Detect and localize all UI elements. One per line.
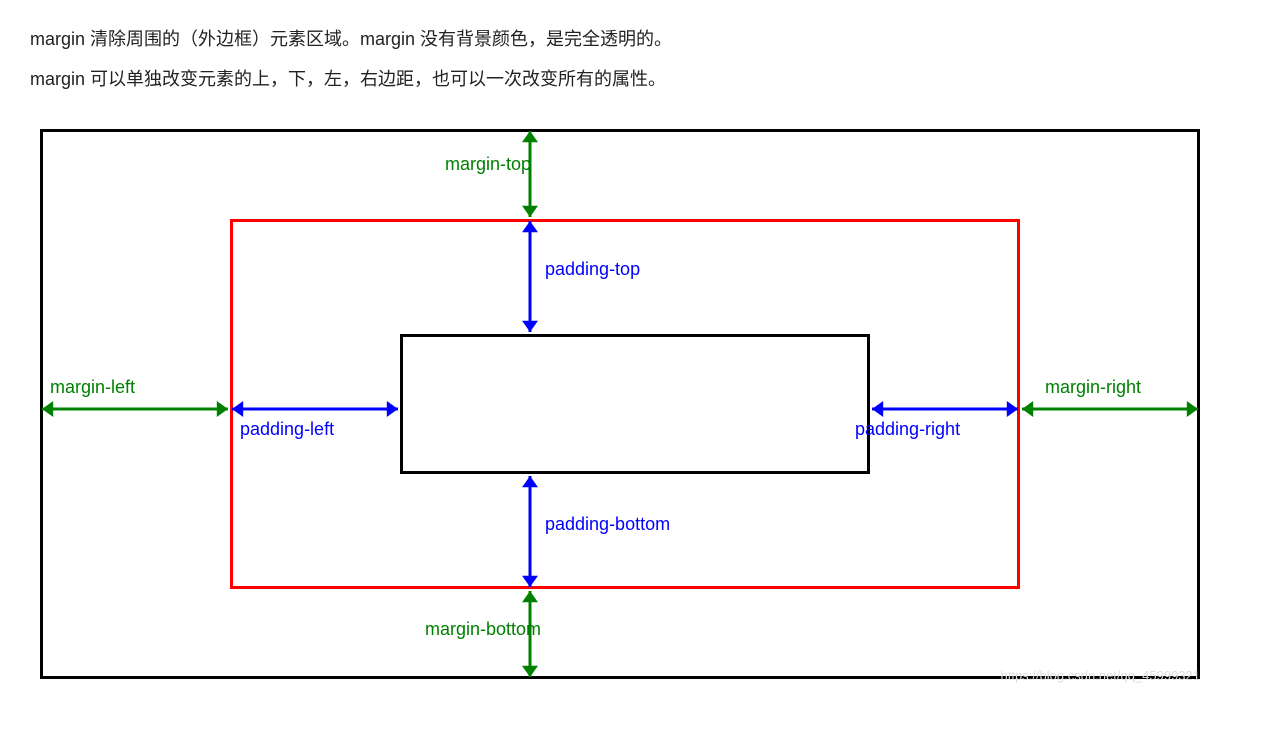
arrows-layer xyxy=(30,119,1210,689)
label-margin-left: margin-left xyxy=(50,377,135,398)
watermark-text: https://blog.csdn.net/qq_45999321 xyxy=(1001,668,1201,683)
label-margin-bottom: margin-bottom xyxy=(425,619,541,640)
label-margin-right: margin-right xyxy=(1045,377,1141,398)
label-margin-top: margin-top xyxy=(445,154,531,175)
box-model-diagram: margin-top margin-bottom margin-left mar… xyxy=(30,119,1210,689)
label-padding-right: padding-right xyxy=(855,419,960,440)
label-padding-bottom: padding-bottom xyxy=(545,514,670,535)
description-text: margin 清除周围的（外边框）元素区域。margin 没有背景颜色，是完全透… xyxy=(30,20,1258,99)
label-padding-left: padding-left xyxy=(240,419,334,440)
description-line-1: margin 清除周围的（外边框）元素区域。margin 没有背景颜色，是完全透… xyxy=(30,20,1258,60)
description-line-2: margin 可以单独改变元素的上，下，左，右边距，也可以一次改变所有的属性。 xyxy=(30,60,1258,100)
label-padding-top: padding-top xyxy=(545,259,640,280)
